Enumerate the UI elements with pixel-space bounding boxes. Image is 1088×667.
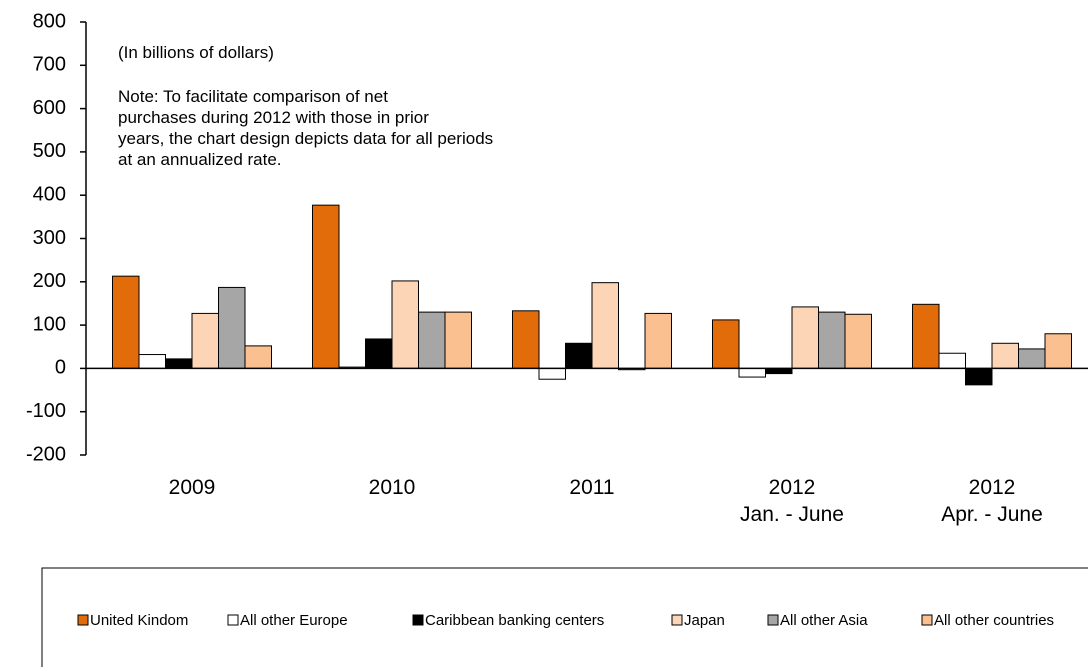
y-tick-label: -100 (26, 400, 66, 422)
legend-swatch (671, 614, 683, 626)
legend-label: Japan (684, 612, 725, 629)
bar (991, 342, 1019, 369)
bar (138, 354, 166, 369)
bar (512, 310, 540, 369)
y-tick-label: 200 (33, 270, 66, 292)
bar (791, 306, 819, 369)
bar (218, 286, 246, 369)
bar (591, 282, 619, 369)
bar (365, 338, 393, 369)
y-tick-label: 0 (55, 357, 66, 379)
legend-box (41, 567, 1088, 667)
bar (391, 280, 419, 369)
y-tick-label: 300 (33, 227, 66, 249)
y-tick-label: 400 (33, 183, 66, 205)
x-tick-label: 2012 Apr. - June (941, 476, 1043, 526)
legend-swatch (412, 614, 424, 626)
bar (938, 352, 966, 369)
y-tick-label: 100 (33, 313, 66, 335)
legend-swatch (227, 614, 239, 626)
bar (844, 313, 872, 369)
bar (565, 342, 593, 369)
x-tick-label: 2011 (569, 476, 615, 499)
y-tick-label: 700 (33, 54, 66, 76)
y-tick-label: 500 (33, 140, 66, 162)
legend-label: Caribbean banking centers (425, 612, 604, 629)
bar (191, 312, 219, 369)
x-tick-label: 2010 (368, 476, 416, 499)
bar (712, 319, 740, 369)
bar (244, 345, 272, 369)
y-tick-label: 600 (33, 97, 66, 119)
bar (1044, 333, 1072, 369)
bar (538, 367, 566, 380)
x-tick-label: 2009 (168, 476, 216, 499)
bar (165, 358, 193, 369)
legend-label: All other countries (934, 612, 1054, 629)
bar (112, 275, 140, 369)
bar (312, 204, 340, 369)
legend-label: United Kindom (90, 612, 188, 629)
bar (444, 311, 472, 369)
bar (418, 311, 446, 369)
bar (765, 367, 793, 375)
legend-label: All other Asia (780, 612, 868, 629)
bar (965, 367, 993, 386)
unit-note: (In billions of dollars) (118, 43, 274, 62)
bar (644, 312, 672, 369)
y-tick-label: -200 (26, 443, 66, 465)
legend-swatch (921, 614, 933, 626)
bar (818, 311, 846, 369)
bar (912, 303, 940, 369)
legend-label: All other Europe (240, 612, 348, 629)
note: Note: To facilitate comparison of net pu… (118, 87, 494, 169)
x-tick-label: 2012 Jan. - June (740, 476, 844, 526)
bar (1018, 348, 1046, 369)
legend-swatch (77, 614, 89, 626)
y-tick-label: 800 (33, 10, 66, 32)
bar (738, 367, 766, 378)
legend-swatch (767, 614, 779, 626)
